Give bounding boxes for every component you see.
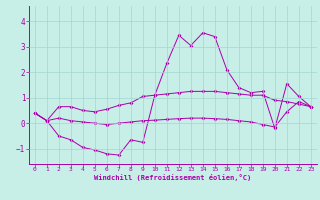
X-axis label: Windchill (Refroidissement éolien,°C): Windchill (Refroidissement éolien,°C)	[94, 174, 252, 181]
